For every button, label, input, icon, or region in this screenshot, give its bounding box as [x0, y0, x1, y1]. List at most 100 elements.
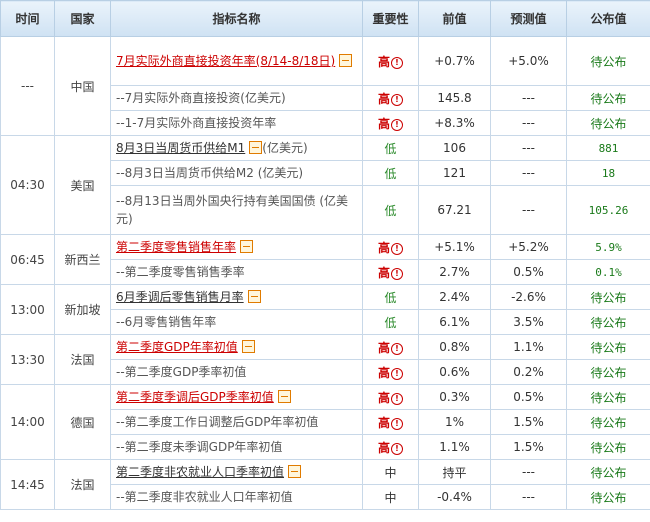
actual-value: 待公布 [566, 484, 650, 510]
alert-icon: ! [391, 392, 403, 405]
importance-cell: 高! [362, 434, 419, 460]
indicator-name: 第二季度GDP年率初值 [110, 334, 363, 360]
indicator-name: --1-7月实际外商直接投资年率 [110, 110, 363, 136]
indicator-link[interactable]: 7月实际外商直接投资年率(8/14-8/18日) [116, 54, 336, 68]
alert-icon: ! [391, 442, 403, 455]
alert-icon: ! [391, 118, 403, 131]
indicator-link[interactable]: 第二季度季调后GDP季率初值 [116, 390, 274, 404]
forecast-value: +5.2% [490, 234, 567, 260]
importance-badge: 低 [384, 141, 397, 156]
forecast-value: --- [490, 160, 567, 186]
previous-value: 1.1% [418, 434, 491, 460]
table-row: 14:45 法国 第二季度非农就业人口季率初值中持平 --- 待公布 [0, 459, 650, 510]
importance-cell: 高! [362, 110, 419, 136]
event-time: 14:00 [0, 384, 55, 460]
indicator-link[interactable]: 第二季度GDP年率初值 [116, 340, 238, 354]
importance-cell: 高! [362, 36, 419, 86]
importance-cell: 中 [362, 484, 419, 510]
header-importance: 重要性 [362, 0, 419, 37]
table-row: --6月零售销售年率 低 6.1% 3.5% 待公布 [1, 309, 650, 335]
collapse-toggle-icon[interactable] [339, 54, 353, 67]
indicator-name: 7月实际外商直接投资年率(8/14-8/18日) [110, 36, 363, 86]
previous-value: 2.4% [418, 284, 491, 310]
forecast-value: +5.0% [490, 36, 567, 86]
forecast-value: 0.5% [490, 384, 567, 410]
actual-value: 待公布 [566, 334, 650, 360]
indicator-link[interactable]: 6月季调后零售销售月率 [116, 290, 244, 304]
header-forecast: 预测值 [490, 0, 567, 37]
actual-value: 待公布 [566, 85, 650, 111]
importance-cell: 低 [362, 185, 419, 235]
table-row: --- 中国 7月实际外商直接投资年率(8/14-8/18日) 高! +0.7% +5.0… [0, 36, 650, 136]
indicator-label: --7月实际外商直接投资(亿美元) [116, 91, 286, 105]
event-country: 新加坡 [54, 284, 111, 335]
importance-cell: 低 [362, 284, 419, 310]
indicator-label: --1-7月实际外商直接投资年率 [116, 116, 277, 130]
indicator-link[interactable]: 8月3日当周货币供给M1 [116, 141, 246, 155]
event-country: 德国 [54, 384, 111, 460]
collapse-toggle-icon[interactable] [277, 390, 291, 403]
indicator-unit: (亿美元) [262, 141, 308, 155]
alert-icon: ! [391, 417, 403, 430]
indicator-name: --第二季度未季调GDP年率初值 [110, 434, 363, 460]
actual-value: 待公布 [566, 110, 650, 136]
alert-icon: ! [391, 367, 403, 380]
forecast-value: --- [490, 135, 567, 161]
table-row: --8月3日当周货币供给M2 (亿美元) 低 121 --- 18 [1, 160, 650, 186]
event-country: 中国 [54, 36, 111, 136]
header-previous: 前值 [418, 0, 491, 37]
importance-badge: 低 [384, 203, 397, 218]
collapse-toggle-icon[interactable] [247, 290, 261, 303]
economic-calendar-table: 时间 国家 指标名称 重要性 前值 预测值 公布值 --- 中国 7月实际外商直接投… [0, 0, 650, 510]
previous-value: +8.3% [418, 110, 491, 136]
table-row: 04:30 美国 8月3日当周货币供给M1 (亿美元) 低 106 --- 881 [0, 135, 650, 235]
indicator-name: --8月13日当周外国央行持有美国国债 (亿美元) [110, 185, 363, 235]
actual-value: 待公布 [566, 459, 650, 485]
forecast-value: --- [490, 185, 567, 235]
importance-cell: 高! [362, 359, 419, 385]
alert-icon: ! [391, 93, 403, 106]
previous-value: 67.21 [418, 185, 491, 235]
actual-value: 881 [566, 135, 650, 161]
importance-cell: 高! [362, 409, 419, 435]
importance-badge: 高 [377, 91, 390, 106]
previous-value: 145.8 [418, 85, 491, 111]
previous-value: 106 [418, 135, 491, 161]
importance-cell: 高! [362, 384, 419, 410]
previous-value: 121 [418, 160, 491, 186]
previous-value: -0.4% [418, 484, 491, 510]
forecast-value: 0.2% [490, 359, 567, 385]
indicator-label: --第二季度未季调GDP年率初值 [116, 440, 283, 454]
table-row: 13:00 新加坡 6月季调后零售销售月率低 2.4% -2.6% 待公布 [0, 284, 650, 335]
actual-value: 待公布 [566, 434, 650, 460]
importance-badge: 中 [384, 490, 397, 505]
collapse-toggle-icon[interactable] [240, 240, 254, 253]
event-country: 法国 [54, 334, 111, 385]
previous-value: +5.1% [418, 234, 491, 260]
actual-value: 105.26 [566, 185, 650, 235]
collapse-toggle-icon[interactable] [249, 141, 263, 154]
actual-value: 待公布 [566, 36, 650, 86]
importance-badge: 高 [377, 240, 390, 255]
previous-value: +0.7% [418, 36, 491, 86]
importance-badge: 高 [377, 116, 390, 131]
actual-value: 5.9% [566, 234, 650, 260]
collapse-toggle-icon[interactable] [288, 465, 302, 478]
indicator-name: 6月季调后零售销售月率 [110, 284, 363, 310]
indicator-link[interactable]: 第二季度零售销售年率 [116, 240, 237, 254]
table-row: --第二季度非农就业人口年率初值 中 -0.4% --- 待公布 [1, 484, 650, 510]
collapse-toggle-icon[interactable] [241, 340, 255, 353]
forecast-value: --- [490, 459, 567, 485]
indicator-link[interactable]: 第二季度非农就业人口季率初值 [116, 465, 285, 479]
table-row: 14:00 德国 第二季度季调后GDP季率初值高! 0.3% 0.5% 待公布 [0, 384, 650, 460]
actual-value: 待公布 [566, 384, 650, 410]
importance-cell: 低 [362, 309, 419, 335]
importance-cell: 低 [362, 135, 419, 161]
importance-badge: 高 [377, 54, 390, 69]
previous-value: 持平 [418, 459, 491, 485]
header-actual: 公布值 [566, 0, 650, 37]
event-time: 13:30 [0, 334, 55, 385]
importance-badge: 低 [384, 315, 397, 330]
actual-value: 0.1% [566, 259, 650, 285]
actual-value: 18 [566, 160, 650, 186]
